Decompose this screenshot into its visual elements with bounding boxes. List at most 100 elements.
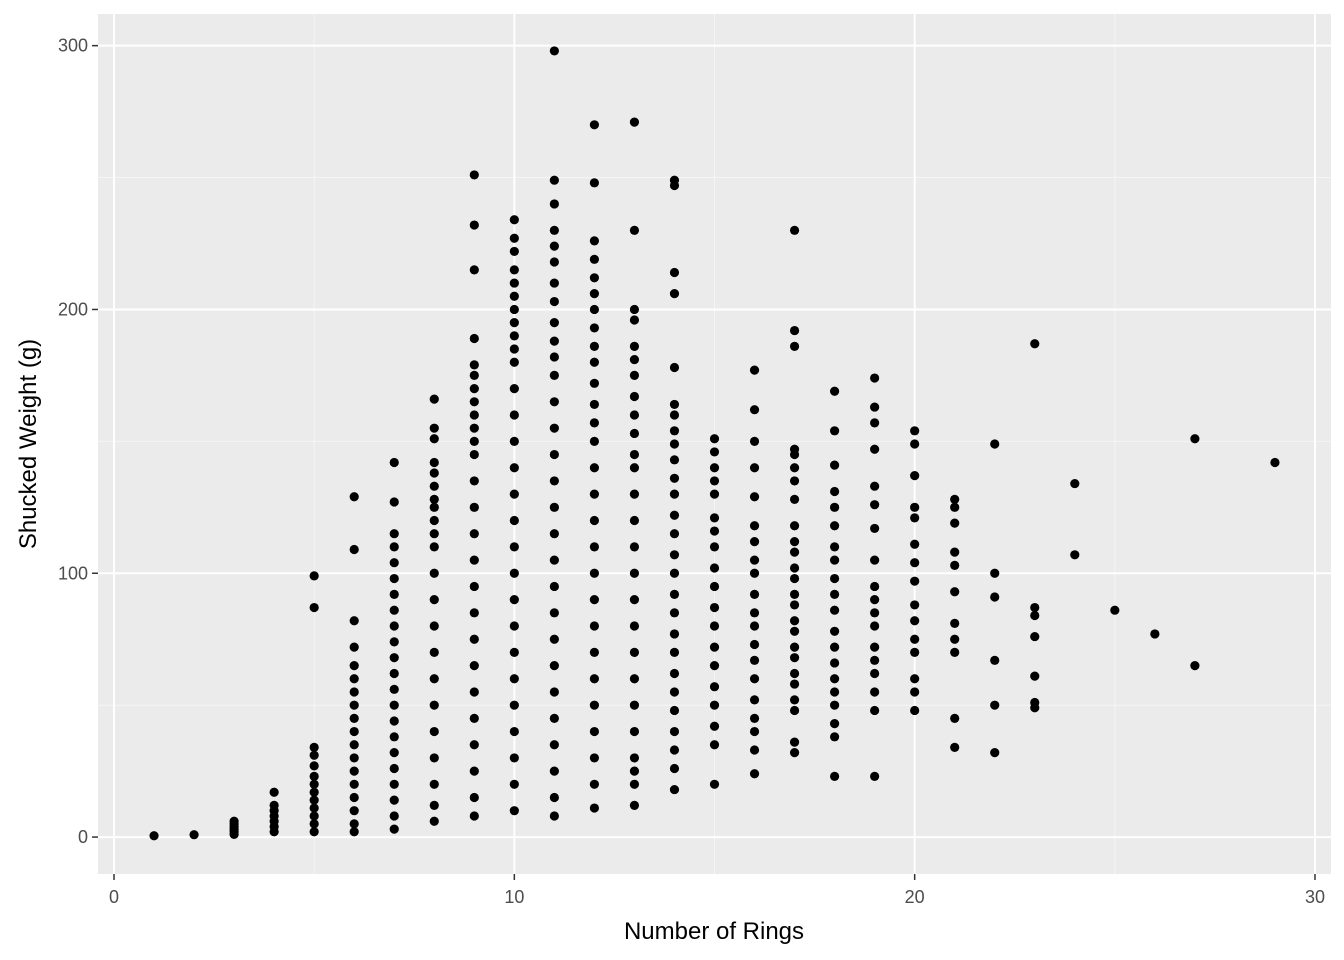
data-point bbox=[1030, 610, 1040, 621]
data-point bbox=[629, 542, 640, 552]
data-point bbox=[1030, 339, 1040, 349]
data-point bbox=[1110, 605, 1120, 615]
data-point bbox=[349, 753, 359, 763]
data-point bbox=[229, 816, 239, 826]
data-point bbox=[789, 653, 800, 663]
data-point bbox=[389, 668, 399, 679]
data-point bbox=[829, 732, 840, 742]
data-point bbox=[349, 726, 359, 737]
data-point bbox=[589, 779, 600, 789]
data-point bbox=[950, 518, 960, 528]
data-point bbox=[589, 323, 600, 333]
data-point bbox=[389, 824, 399, 834]
data-point bbox=[789, 668, 800, 679]
data-point bbox=[749, 436, 760, 446]
data-point bbox=[669, 647, 680, 658]
data-point bbox=[870, 418, 880, 428]
data-point bbox=[549, 529, 559, 539]
x-tick-label: 20 bbox=[905, 887, 925, 907]
data-point bbox=[629, 700, 640, 710]
data-point bbox=[549, 449, 559, 460]
data-point bbox=[309, 771, 319, 781]
data-point bbox=[309, 811, 319, 821]
data-point bbox=[349, 740, 359, 750]
data-point bbox=[789, 573, 800, 584]
data-point bbox=[509, 806, 519, 816]
data-point bbox=[749, 674, 760, 684]
data-point bbox=[1030, 602, 1040, 613]
data-point bbox=[389, 716, 399, 726]
data-point bbox=[389, 589, 399, 599]
data-point bbox=[709, 542, 720, 552]
data-point bbox=[469, 436, 479, 446]
data-point bbox=[910, 471, 920, 481]
data-point bbox=[589, 542, 600, 552]
data-point bbox=[950, 494, 960, 504]
data-point bbox=[910, 558, 920, 568]
data-point bbox=[910, 674, 920, 684]
data-point bbox=[389, 684, 399, 694]
data-point bbox=[429, 568, 439, 578]
data-point bbox=[429, 502, 439, 512]
data-point bbox=[469, 397, 479, 407]
x-tick-label: 30 bbox=[1305, 887, 1325, 907]
data-point bbox=[549, 278, 559, 288]
data-point bbox=[829, 719, 840, 729]
data-point bbox=[789, 494, 800, 504]
data-point bbox=[1070, 478, 1080, 489]
data-point bbox=[589, 178, 600, 188]
data-point bbox=[910, 426, 920, 436]
data-point bbox=[589, 254, 600, 264]
data-point bbox=[549, 46, 559, 56]
data-point bbox=[469, 410, 479, 420]
data-point bbox=[469, 608, 479, 618]
data-point bbox=[389, 605, 399, 615]
data-point bbox=[509, 215, 519, 225]
data-point bbox=[709, 740, 720, 750]
data-point bbox=[429, 621, 439, 631]
data-point bbox=[429, 468, 439, 478]
data-point bbox=[870, 523, 880, 534]
data-point bbox=[429, 726, 439, 737]
data-point bbox=[629, 568, 640, 578]
data-point bbox=[669, 668, 680, 679]
data-point bbox=[990, 655, 1000, 665]
data-point bbox=[509, 489, 519, 499]
data-point bbox=[749, 589, 760, 599]
data-point bbox=[389, 497, 399, 507]
data-point bbox=[629, 800, 640, 811]
data-point bbox=[1030, 697, 1040, 708]
data-point bbox=[870, 500, 880, 510]
data-point bbox=[870, 621, 880, 631]
data-point bbox=[389, 779, 399, 789]
data-point bbox=[789, 737, 800, 747]
data-point bbox=[910, 634, 920, 644]
data-point bbox=[749, 655, 760, 665]
data-point bbox=[870, 402, 880, 412]
data-point bbox=[189, 830, 199, 840]
data-point bbox=[469, 634, 479, 644]
data-point bbox=[749, 463, 760, 473]
data-point bbox=[829, 658, 840, 668]
data-point bbox=[269, 800, 279, 811]
data-point bbox=[669, 550, 680, 560]
data-point bbox=[509, 779, 519, 789]
data-point bbox=[509, 568, 519, 578]
data-point bbox=[950, 502, 960, 512]
y-tick-label: 0 bbox=[78, 827, 88, 847]
data-point bbox=[349, 766, 359, 776]
data-point bbox=[749, 608, 760, 618]
data-point bbox=[829, 674, 840, 684]
data-point bbox=[469, 713, 479, 723]
data-point bbox=[549, 740, 559, 750]
data-point bbox=[789, 325, 800, 336]
data-point bbox=[549, 502, 559, 512]
data-point bbox=[829, 573, 840, 584]
data-point bbox=[709, 489, 720, 499]
data-point bbox=[910, 513, 920, 523]
data-point bbox=[469, 792, 479, 803]
data-point bbox=[509, 344, 519, 354]
data-point bbox=[549, 199, 559, 209]
data-point bbox=[749, 568, 760, 578]
data-point bbox=[389, 748, 399, 758]
